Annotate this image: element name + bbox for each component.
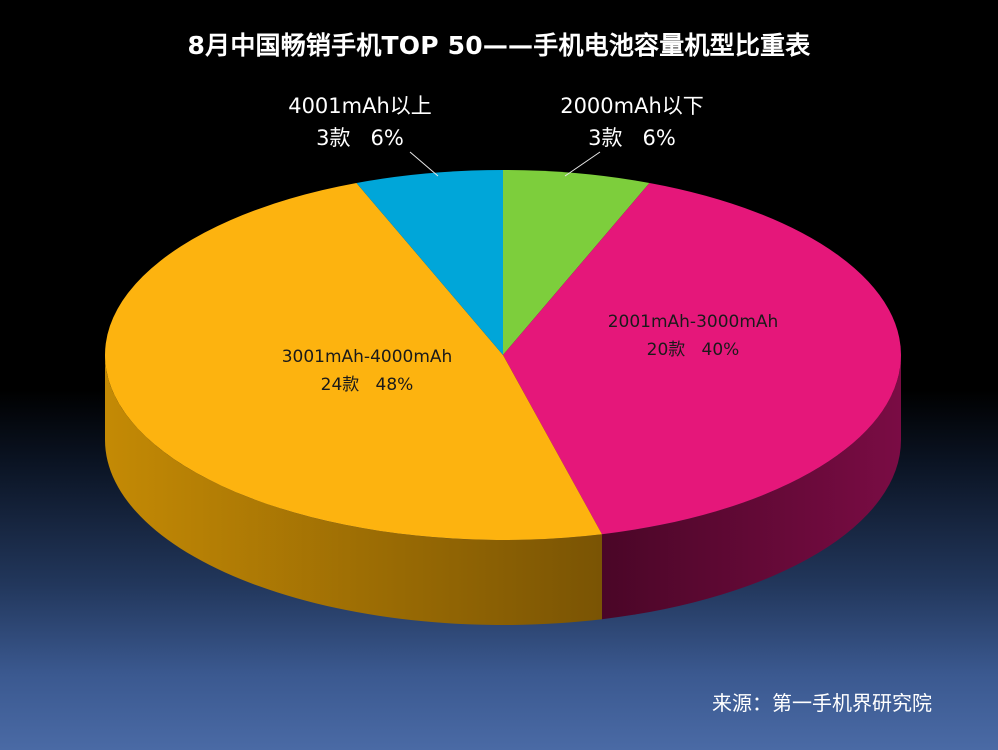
slice-label-0: 2000mAh以下 <box>560 94 704 118</box>
pie-slice-0 <box>503 170 650 355</box>
leader-lines <box>409 151 601 177</box>
slice-label-2: 3001mAh-4000mAh <box>282 347 453 367</box>
leader-line-0 <box>564 151 601 177</box>
pie-sides <box>105 355 901 625</box>
source-note: 来源：第一手机界研究院 <box>712 691 932 715</box>
slice-value-label-0: 3款 6% <box>588 126 676 150</box>
slice-label-3: 4001mAh以上 <box>288 94 432 118</box>
chart-title: 8月中国畅销手机TOP 50——手机电池容量机型比重表 <box>187 31 811 60</box>
slice-value-label-3: 3款 6% <box>316 126 404 150</box>
data-labels: 2000mAh以下 3款 6% 2001mAh-3000mAh 20款 40% 3001… <box>282 94 779 395</box>
pie-slice-2 <box>105 182 602 540</box>
slice-value-label-2: 24款 48% <box>321 375 414 395</box>
pie-side-1 <box>601 355 901 620</box>
slice-value-label-1: 20款 40% <box>647 340 740 360</box>
leader-line-3 <box>409 151 439 177</box>
pie-slice-1 <box>503 182 901 535</box>
pie-tops <box>105 170 901 540</box>
pie-side-2 <box>105 355 602 625</box>
slice-label-1: 2001mAh-3000mAh <box>608 312 779 332</box>
pie-slice-3 <box>356 170 503 355</box>
